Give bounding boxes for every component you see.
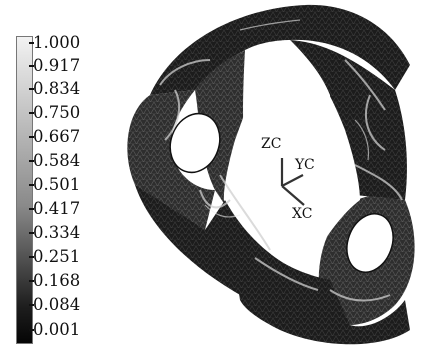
x-axis-label: XC — [292, 206, 313, 222]
legend-label: 0.834 — [28, 79, 81, 98]
legend-label: 0.334 — [28, 223, 81, 242]
legend-label: 0.417 — [28, 199, 81, 218]
legend-label: 0.584 — [28, 151, 81, 170]
coordinate-axes — [280, 158, 305, 206]
z-axis-label: ZC — [261, 136, 282, 152]
y-axis-line — [281, 174, 304, 187]
y-axis-label: YC — [295, 157, 315, 173]
legend-label: 0.001 — [28, 320, 81, 339]
legend-label: 0.168 — [28, 271, 81, 290]
legend-label: 0.251 — [28, 247, 81, 266]
ring-body — [127, 4, 415, 345]
legend-color-bar — [16, 36, 33, 344]
legend-label: 0.667 — [28, 127, 81, 146]
legend-label: 0.917 — [28, 56, 81, 75]
legend-label: 0.084 — [28, 295, 81, 314]
legend-label: 0.501 — [28, 175, 81, 194]
legend-label: 0.750 — [28, 103, 81, 122]
x-axis-line — [281, 185, 305, 206]
legend-label: 1.000 — [28, 33, 81, 52]
color-legend: 1.000 0.917 0.834 0.750 0.667 0.584 0.50… — [0, 0, 120, 352]
